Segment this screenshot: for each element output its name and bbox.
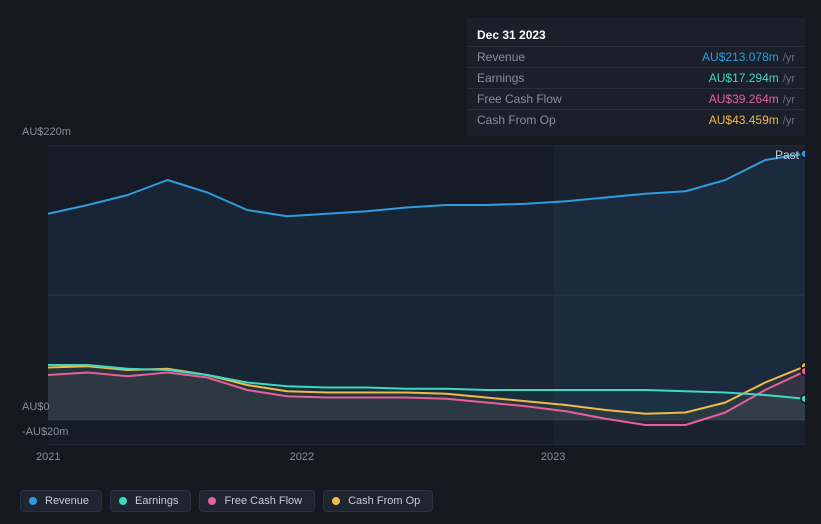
y-axis-label: AU$0 <box>22 401 50 413</box>
tooltip-row-value: AU$43.459m/yr <box>709 113 795 127</box>
tooltip-row-value: AU$213.078m/yr <box>702 50 795 64</box>
tooltip-unit: /yr <box>783 94 795 106</box>
y-axis-label: AU$220m <box>22 126 71 138</box>
tooltip-row-value: AU$39.264m/yr <box>709 92 795 106</box>
tooltip-row-label: Revenue <box>477 50 525 64</box>
legend-item-label: Cash From Op <box>348 495 420 507</box>
x-axis-label: 2022 <box>290 451 314 463</box>
legend-dot-icon <box>119 497 127 505</box>
past-label: Past <box>775 148 799 162</box>
legend-dot-icon <box>208 497 216 505</box>
tooltip-row-value: AU$17.294m/yr <box>709 71 795 85</box>
tooltip-amount: AU$213.078m <box>702 50 779 64</box>
chart-legend: Revenue Earnings Free Cash Flow Cash From O… <box>20 490 433 512</box>
legend-item-label: Free Cash Flow <box>224 495 302 507</box>
legend-item-revenue[interactable]: Revenue <box>20 490 102 512</box>
tooltip-amount: AU$43.459m <box>709 113 779 127</box>
tooltip-amount: AU$17.294m <box>709 71 779 85</box>
chart-container: Past AU$220m AU$0 -AU$20m 2021 2022 2023 Dec… <box>0 0 821 524</box>
legend-dot-icon <box>29 497 37 505</box>
tooltip-row-label: Earnings <box>477 71 524 85</box>
tooltip-unit: /yr <box>783 52 795 64</box>
x-axis-label: 2021 <box>36 451 60 463</box>
tooltip-row-label: Free Cash Flow <box>477 92 562 106</box>
tooltip-date: Dec 31 2023 <box>467 24 805 46</box>
chart-plot <box>48 145 805 445</box>
tooltip-row: Revenue AU$213.078m/yr <box>467 46 805 67</box>
legend-item-free_cash_flow[interactable]: Free Cash Flow <box>199 490 315 512</box>
tooltip-unit: /yr <box>783 73 795 85</box>
tooltip-amount: AU$39.264m <box>709 92 779 106</box>
y-axis-label: -AU$20m <box>22 426 68 438</box>
tooltip-row: Cash From Op AU$43.459m/yr <box>467 109 805 130</box>
x-axis-label: 2023 <box>541 451 565 463</box>
legend-item-cash_from_op[interactable]: Cash From Op <box>323 490 433 512</box>
legend-dot-icon <box>332 497 340 505</box>
tooltip-unit: /yr <box>783 115 795 127</box>
legend-item-label: Earnings <box>135 495 178 507</box>
chart-tooltip: Dec 31 2023 RevenueAU$213.078m/yrEarning… <box>467 18 805 136</box>
legend-item-label: Revenue <box>45 495 89 507</box>
legend-item-earnings[interactable]: Earnings <box>110 490 191 512</box>
tooltip-row-label: Cash From Op <box>477 113 556 127</box>
tooltip-row: Earnings AU$17.294m/yr <box>467 67 805 88</box>
tooltip-row: Free Cash Flow AU$39.264m/yr <box>467 88 805 109</box>
